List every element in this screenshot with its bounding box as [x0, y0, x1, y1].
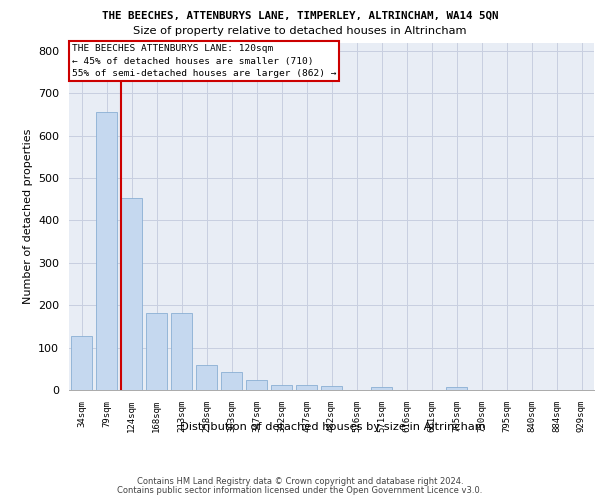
Y-axis label: Number of detached properties: Number of detached properties	[23, 128, 32, 304]
Text: THE BEECHES, ATTENBURYS LANE, TIMPERLEY, ALTRINCHAM, WA14 5QN: THE BEECHES, ATTENBURYS LANE, TIMPERLEY,…	[102, 11, 498, 21]
Text: Contains HM Land Registry data © Crown copyright and database right 2024.: Contains HM Land Registry data © Crown c…	[137, 477, 463, 486]
Bar	[296, 385, 317, 390]
Text: Size of property relative to detached houses in Altrincham: Size of property relative to detached ho…	[133, 26, 467, 36]
Bar	[121, 198, 142, 390]
Bar	[96, 112, 117, 390]
Bar	[271, 385, 292, 390]
Bar	[196, 364, 217, 390]
Bar	[246, 380, 267, 390]
Bar	[446, 386, 467, 390]
Text: THE BEECHES ATTENBURYS LANE: 120sqm
← 45% of detached houses are smaller (710)
5: THE BEECHES ATTENBURYS LANE: 120sqm ← 45…	[71, 44, 336, 78]
Text: Contains public sector information licensed under the Open Government Licence v3: Contains public sector information licen…	[118, 486, 482, 495]
Bar	[221, 372, 242, 390]
Text: Distribution of detached houses by size in Altrincham: Distribution of detached houses by size …	[180, 422, 486, 432]
Bar	[321, 386, 342, 390]
Bar	[371, 387, 392, 390]
Bar	[171, 313, 192, 390]
Bar	[146, 313, 167, 390]
Bar	[71, 336, 92, 390]
